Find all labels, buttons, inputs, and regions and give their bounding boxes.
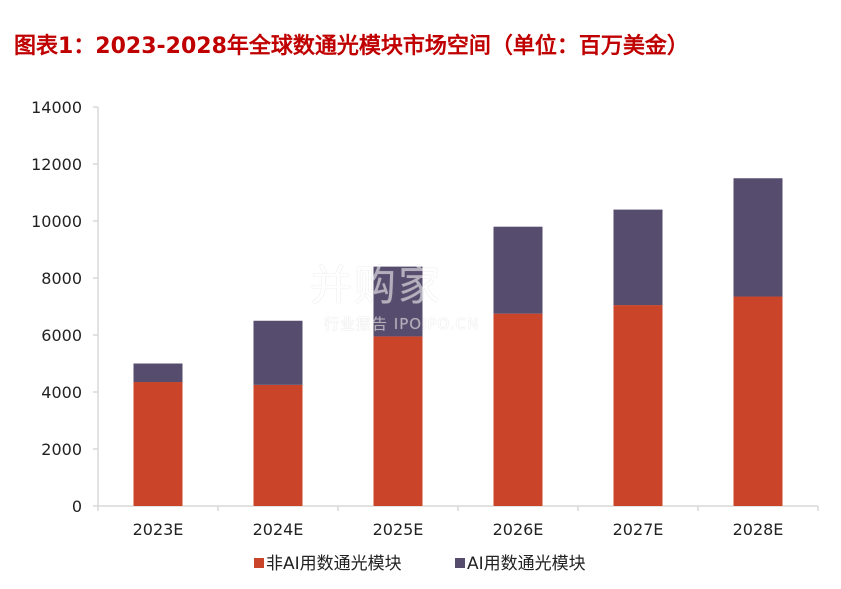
- y-tick-label: 12000: [31, 155, 82, 174]
- legend: 非AI用数通光模块 AI用数通光模块: [254, 554, 586, 574]
- legend-swatch-non-ai: [254, 558, 264, 568]
- bar-segment-non-ai-2024e: [253, 384, 303, 506]
- bar-segment-non-ai-2025e: [373, 336, 423, 506]
- y-tick-label: 10000: [31, 212, 82, 231]
- x-axis: 2023E 2024E 2025E 2026E 2027E 2028E: [97, 505, 819, 539]
- bar-segment-ai-2026e: [493, 226, 543, 314]
- chart-title: 图表1：2023-2028年全球数通光模块市场空间（单位：百万美金）: [14, 34, 689, 59]
- x-tick-label: 2026E: [493, 520, 544, 539]
- y-tick-label: 4000: [41, 383, 82, 402]
- bar-segment-ai-2025e: [373, 266, 423, 337]
- x-tick-label: 2024E: [253, 520, 304, 539]
- y-tick-label: 2000: [41, 440, 82, 459]
- bar-segment-non-ai-2027e: [613, 305, 663, 506]
- bar-segment-ai-2028e: [733, 178, 783, 297]
- bar-segment-non-ai-2023e: [133, 382, 183, 506]
- legend-swatch-ai: [455, 558, 465, 568]
- y-tick-label: 8000: [41, 269, 82, 288]
- y-tick-label: 0: [72, 497, 82, 516]
- bars: [133, 178, 783, 506]
- bar-segment-ai-2027e: [613, 209, 663, 306]
- legend-label-non-ai: 非AI用数通光模块: [266, 554, 402, 574]
- bar-segment-ai-2023e: [133, 363, 183, 383]
- y-axis: 0 2000 4000 6000 8000 10000 12000 14000: [31, 98, 99, 516]
- legend-label-ai: AI用数通光模块: [467, 554, 586, 574]
- y-tick-label: 14000: [31, 98, 82, 117]
- x-tick-label: 2027E: [613, 520, 664, 539]
- x-tick-label: 2025E: [373, 520, 424, 539]
- x-tick-label: 2023E: [133, 520, 184, 539]
- y-tick-label: 6000: [41, 326, 82, 345]
- bar-segment-non-ai-2026e: [493, 313, 543, 506]
- x-tick-label: 2028E: [733, 520, 784, 539]
- bar-segment-ai-2024e: [253, 320, 303, 385]
- bar-segment-non-ai-2028e: [733, 296, 783, 506]
